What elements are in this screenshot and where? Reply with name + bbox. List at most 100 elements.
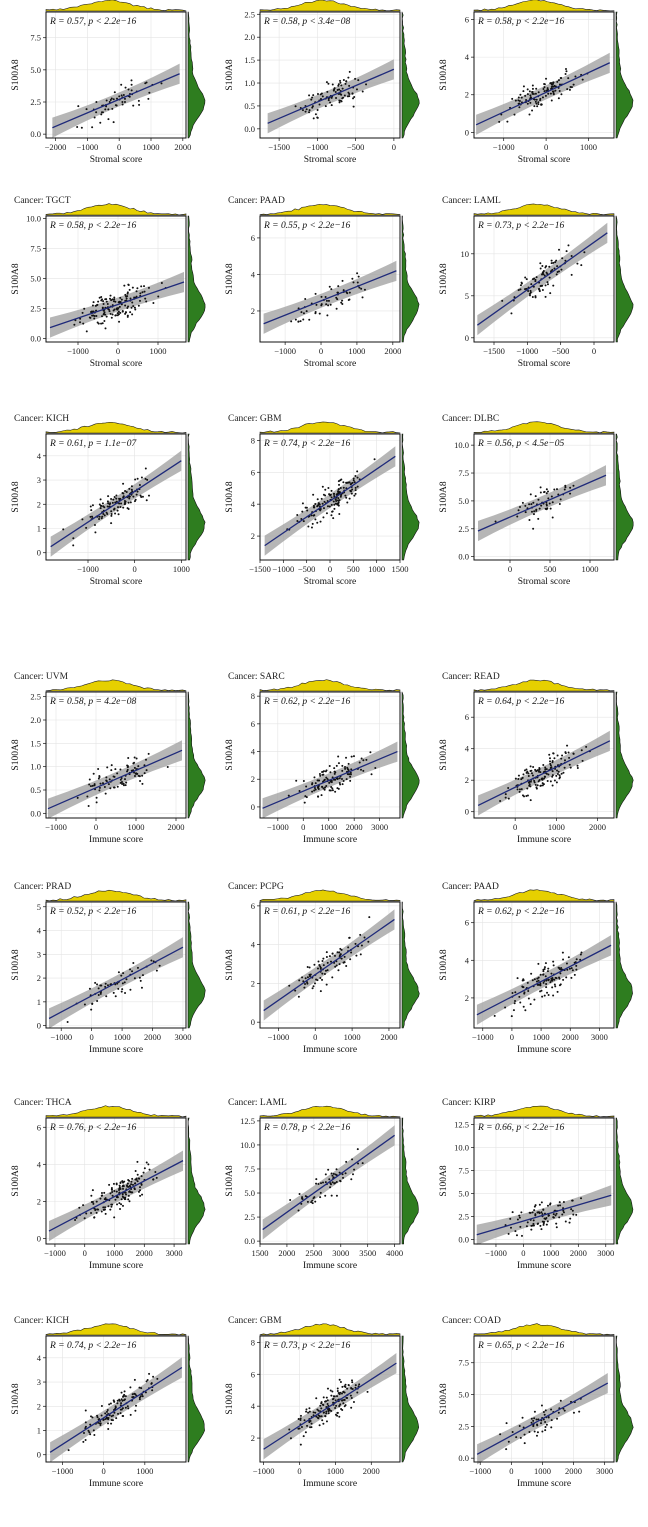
data-point bbox=[124, 312, 127, 315]
data-point bbox=[314, 292, 317, 295]
data-point bbox=[539, 491, 542, 494]
data-point bbox=[534, 295, 537, 298]
data-point bbox=[114, 512, 117, 515]
data-point bbox=[535, 87, 538, 90]
data-point bbox=[121, 310, 124, 313]
scatter-panel: Cancer: PRAD R = 0.52, p < 2.2e−16 −1000 0 1… bbox=[8, 878, 212, 1088]
y-tick-label: 2.0 bbox=[30, 715, 41, 725]
data-point bbox=[95, 100, 98, 103]
data-point bbox=[358, 1383, 361, 1386]
data-point bbox=[105, 776, 108, 779]
data-point bbox=[350, 1178, 353, 1181]
data-point bbox=[107, 495, 110, 498]
data-point bbox=[160, 82, 163, 85]
data-point bbox=[542, 970, 545, 973]
data-point bbox=[310, 1201, 313, 1204]
regression-line bbox=[49, 281, 185, 329]
data-point bbox=[136, 1180, 139, 1183]
data-point bbox=[340, 301, 343, 304]
y-tick-label: 2 bbox=[37, 1401, 41, 1411]
data-point bbox=[122, 782, 125, 785]
data-point bbox=[337, 490, 340, 493]
data-point bbox=[124, 1406, 127, 1409]
x-axis-label: Immune score bbox=[89, 1479, 143, 1489]
data-point bbox=[545, 768, 548, 771]
data-point bbox=[544, 962, 547, 965]
data-point bbox=[534, 100, 537, 103]
cancer-label: Cancer: KIRP bbox=[442, 1098, 496, 1108]
data-point bbox=[563, 759, 566, 762]
data-point bbox=[117, 1412, 120, 1415]
data-point bbox=[302, 980, 305, 983]
data-point bbox=[345, 778, 348, 781]
cancer-label: Cancer: GBM bbox=[228, 414, 282, 424]
data-point bbox=[138, 1386, 141, 1389]
data-point bbox=[333, 88, 336, 91]
data-point bbox=[343, 1385, 346, 1388]
data-point bbox=[556, 265, 559, 268]
data-point bbox=[555, 273, 558, 276]
x-tick-label: 2000 bbox=[346, 822, 363, 832]
data-point bbox=[558, 248, 561, 251]
data-point bbox=[127, 1407, 130, 1410]
data-point bbox=[128, 1190, 131, 1193]
data-point bbox=[518, 790, 521, 793]
data-point bbox=[546, 490, 549, 493]
data-point bbox=[327, 299, 330, 302]
data-point bbox=[113, 1411, 116, 1414]
data-point bbox=[574, 961, 577, 964]
data-point bbox=[336, 291, 339, 294]
data-point bbox=[124, 1191, 127, 1194]
data-point bbox=[304, 1431, 307, 1434]
data-point bbox=[541, 284, 544, 287]
data-point bbox=[144, 758, 147, 761]
data-point bbox=[318, 779, 321, 782]
data-point bbox=[520, 282, 523, 285]
data-point bbox=[522, 1005, 525, 1008]
y-tick-label: 3 bbox=[37, 1377, 41, 1387]
data-point bbox=[137, 774, 140, 777]
data-point bbox=[533, 998, 536, 1001]
data-point bbox=[325, 299, 328, 302]
data-point bbox=[337, 497, 340, 500]
data-point bbox=[338, 483, 341, 486]
data-point bbox=[89, 515, 92, 518]
data-point bbox=[129, 297, 132, 300]
data-point bbox=[535, 1434, 538, 1437]
data-point bbox=[575, 1213, 578, 1216]
data-point bbox=[81, 311, 84, 314]
y-tick-label: 2 bbox=[465, 775, 469, 785]
data-point bbox=[568, 88, 571, 91]
data-point bbox=[575, 964, 578, 967]
data-point bbox=[117, 506, 120, 509]
data-point bbox=[342, 79, 345, 82]
data-point bbox=[131, 1396, 134, 1399]
data-point bbox=[139, 1194, 142, 1197]
data-point bbox=[356, 1148, 359, 1151]
data-point bbox=[558, 984, 561, 987]
data-point bbox=[84, 1438, 87, 1441]
data-point bbox=[319, 774, 322, 777]
regression-line bbox=[52, 73, 180, 129]
data-point bbox=[319, 967, 322, 970]
data-point bbox=[136, 966, 139, 969]
data-point bbox=[329, 771, 332, 774]
y-tick-label: 1.5 bbox=[244, 55, 255, 65]
data-point bbox=[546, 970, 549, 973]
data-point bbox=[344, 1172, 347, 1175]
x-axis-label: Stromal score bbox=[304, 155, 357, 165]
y-tick-label: 2 bbox=[465, 993, 469, 1003]
data-point bbox=[84, 1421, 87, 1424]
data-point bbox=[135, 290, 138, 293]
data-point bbox=[354, 475, 357, 478]
data-point bbox=[326, 969, 329, 972]
data-point bbox=[104, 1417, 107, 1420]
y-tick-label: 6 bbox=[251, 719, 255, 729]
data-point bbox=[122, 482, 125, 485]
data-point bbox=[551, 760, 554, 763]
data-point bbox=[294, 105, 297, 108]
data-point bbox=[147, 1163, 150, 1166]
y-tick-label: 0 bbox=[251, 802, 255, 812]
data-point bbox=[537, 517, 540, 520]
